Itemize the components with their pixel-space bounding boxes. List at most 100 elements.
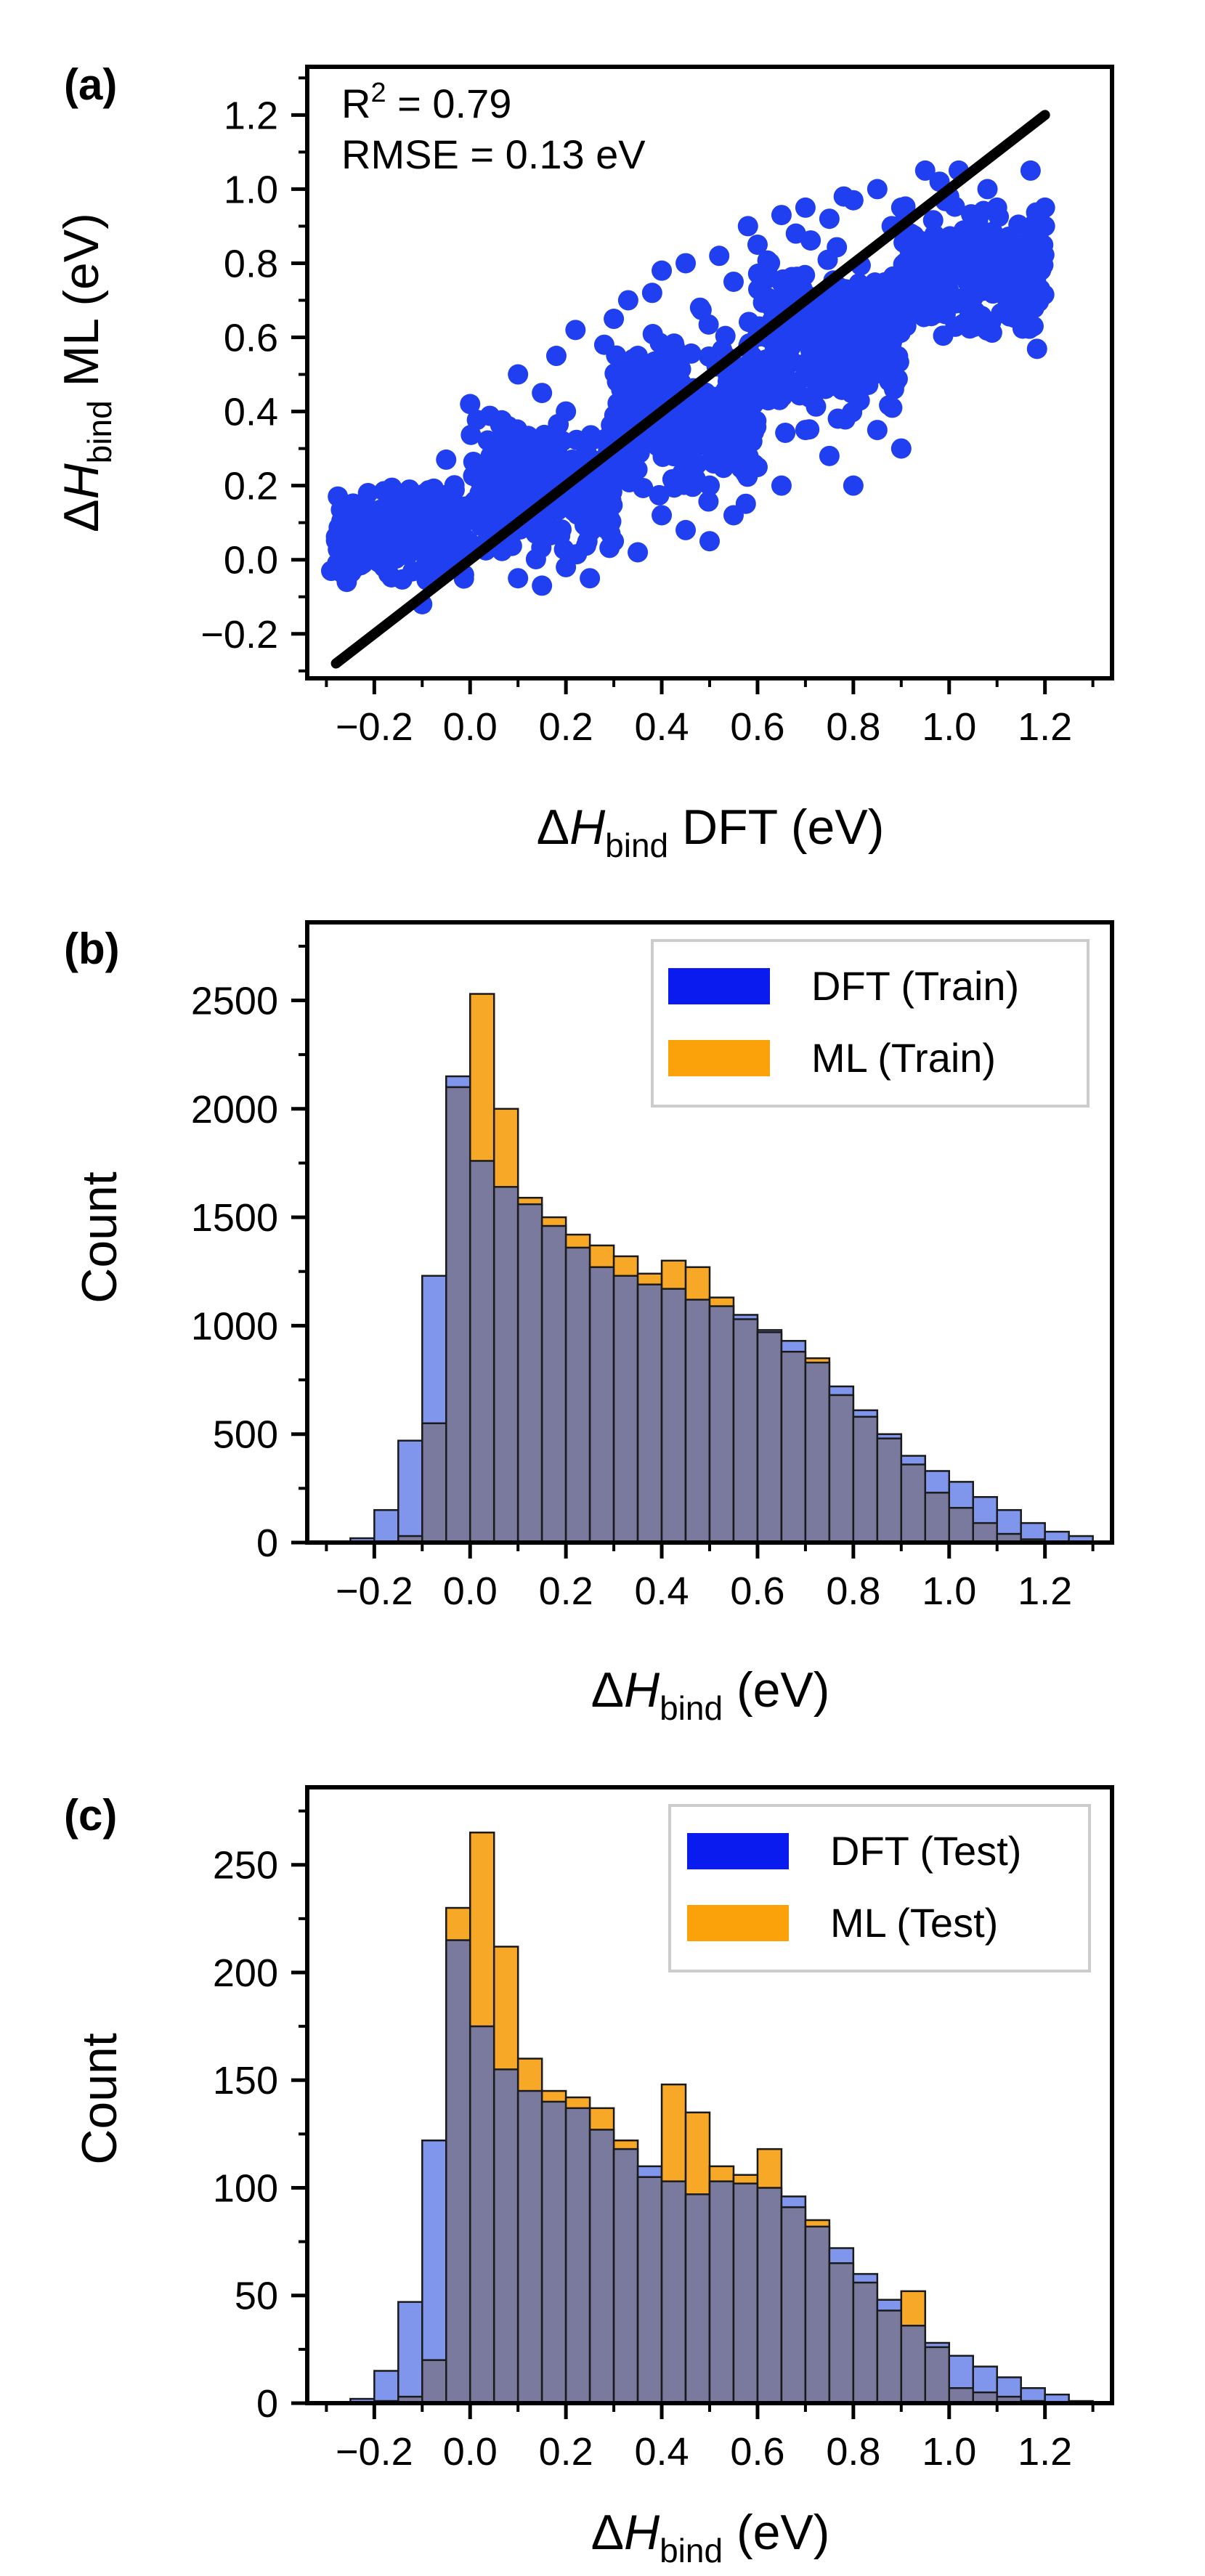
scatter-point: [649, 423, 670, 444]
legend-label-dft: DFT (Train): [811, 963, 1019, 1009]
scatter-point: [747, 234, 768, 255]
scatter-point: [737, 216, 758, 237]
scatter-points: [320, 160, 1055, 614]
scatter-point: [882, 397, 903, 418]
scatter-point: [861, 359, 882, 380]
overlap-bar: [564, 2107, 591, 2405]
overlap-bar: [684, 2193, 711, 2405]
x-tick-label: −0.2: [336, 1569, 413, 1613]
r2-annotation: R2 = 0.79: [341, 78, 511, 126]
scatter-point: [849, 390, 870, 411]
scatter-point: [858, 374, 879, 395]
scatter-panel: (a) −0.2 0.0 0.2 0.4 0.6 0.8 1.0 1.2 −0.2 0.0 0.2 0…: [54, 60, 1114, 864]
overlap-bar: [636, 2176, 663, 2405]
dft-bar: [373, 1508, 399, 1544]
scatter-point: [687, 453, 708, 474]
overlap-bar: [468, 2025, 495, 2405]
scatter-point: [772, 386, 793, 407]
scatter-point: [556, 401, 577, 422]
y-axis-label: ΔHbind ML (eV): [54, 213, 118, 532]
scatter-point: [662, 338, 683, 359]
x-tick-label: −0.2: [336, 705, 413, 749]
scatter-point: [919, 267, 940, 288]
scatter-point: [675, 519, 697, 540]
scatter-point: [1034, 216, 1055, 237]
scatter-point: [795, 197, 816, 218]
scatter-point: [829, 341, 851, 362]
scatter-point: [436, 449, 457, 470]
x-tick-label: 0.0: [443, 1569, 498, 1613]
scatter-point: [1009, 309, 1030, 330]
overlap-bar: [492, 2068, 519, 2405]
overlap-bar: [732, 2182, 759, 2405]
scatter-point: [878, 359, 899, 380]
scatter-point: [757, 260, 778, 281]
scatter-point: [991, 303, 1012, 324]
scatter-point: [632, 371, 653, 392]
scatter-point: [752, 292, 774, 313]
scatter-point: [986, 197, 1007, 218]
scatter-point: [532, 383, 553, 404]
y-tick-label: −0.2: [200, 613, 278, 657]
x-tick-label: 1.2: [1018, 1569, 1072, 1613]
scatter-point: [771, 205, 792, 226]
overlap-bar: [972, 1521, 998, 1544]
dft-bar: [397, 2301, 423, 2405]
x-tick-label: 0.8: [826, 1569, 880, 1613]
scatter-point: [402, 519, 423, 540]
scatter-point: [699, 531, 720, 552]
scatter-point: [922, 210, 944, 231]
scatter-point: [934, 235, 955, 256]
overlap-bar: [924, 2346, 951, 2405]
scatter-point: [617, 290, 638, 311]
scatter-point: [463, 466, 484, 487]
scatter-point: [511, 487, 532, 508]
scatter-point: [530, 526, 551, 547]
scatter-point: [652, 260, 673, 281]
rmse-annotation: RMSE = 0.13 eV: [341, 131, 646, 177]
overlap-bar: [804, 2225, 831, 2405]
x-tick-label: 1.0: [922, 1569, 976, 1613]
scatter-point: [364, 531, 385, 552]
scatter-point: [819, 445, 840, 466]
scatter-point: [795, 420, 816, 441]
x-tick-label: 0.4: [635, 705, 689, 749]
scatter-point: [773, 285, 794, 306]
overlap-bar: [612, 1275, 639, 1544]
scatter-point: [899, 275, 920, 296]
scatter-point: [770, 352, 791, 373]
scatter-point: [508, 364, 529, 385]
y-tick-label: 0.4: [224, 391, 278, 434]
scatter-point: [557, 458, 578, 479]
scatter-point: [998, 274, 1019, 295]
overlap-bar: [445, 1086, 471, 1544]
overlap-bar: [540, 1224, 567, 1544]
y-tick-label: 1500: [191, 1196, 278, 1240]
overlap-bar: [564, 1246, 591, 1544]
scatter-point: [328, 517, 349, 538]
overlap-bar: [900, 1463, 927, 1544]
overlap-bar: [804, 1361, 831, 1544]
overlap-bar: [468, 1160, 495, 1544]
y-axis-label: Count: [72, 1171, 127, 1304]
scatter-point: [843, 475, 864, 496]
scatter-point: [897, 296, 918, 317]
x-tick-label: −0.2: [336, 2430, 413, 2474]
scatter-point: [536, 455, 557, 476]
overlap-bar: [612, 2148, 639, 2405]
scatter-point: [672, 415, 693, 436]
scatter-point: [414, 483, 435, 504]
legend-swatch-ml: [668, 1040, 770, 1076]
scatter-point: [804, 352, 825, 373]
x-tick-label: 0.2: [539, 705, 593, 749]
scatter-point: [747, 457, 768, 478]
x-tick-label: 0.4: [635, 1569, 689, 1613]
overlap-bar: [588, 2129, 615, 2405]
overlap-bar: [492, 1186, 519, 1544]
panel-label-c: (c): [64, 1791, 117, 1840]
scatter-point: [1030, 279, 1051, 300]
train-histogram-panel: (b) −0.2 0.0 0.2 0.4 0.6 0.8 1.0 1.2 0 500 1000 150…: [64, 920, 1114, 1727]
scatter-point: [723, 505, 744, 526]
x-tick-label: 0.8: [826, 705, 880, 749]
axes-frame: −0.2 0.0 0.2 0.4 0.6 0.8 1.0 1.2 0 500 1000 1500 200…: [191, 920, 1114, 1613]
